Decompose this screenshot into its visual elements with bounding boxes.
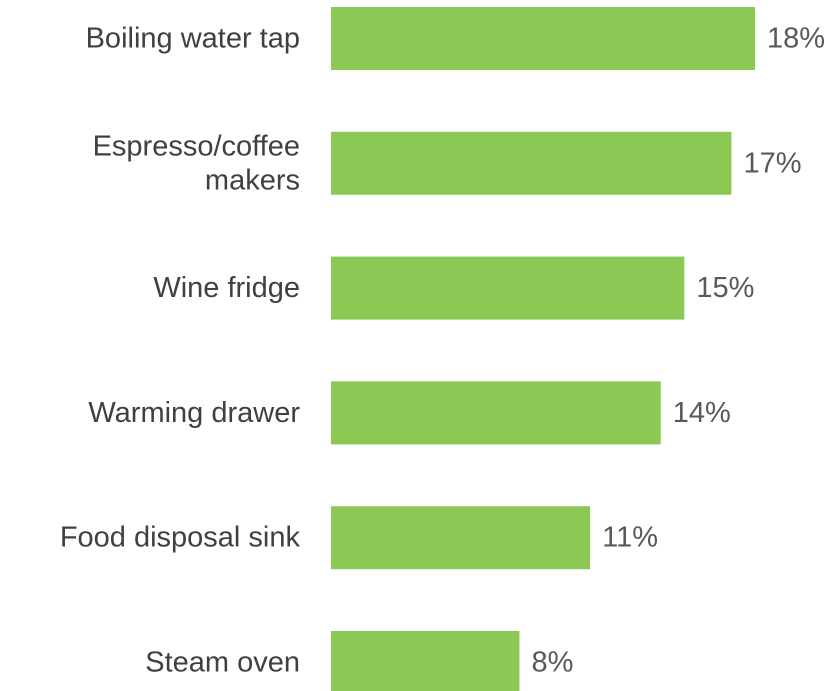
value-label: 11% xyxy=(602,522,658,554)
bar xyxy=(331,381,661,445)
bar xyxy=(331,631,520,691)
bar xyxy=(331,256,685,320)
category-label-line: Boiling water tap xyxy=(86,23,300,55)
bar xyxy=(331,506,591,570)
category-label: Boiling water tap xyxy=(86,23,300,55)
bars-group xyxy=(331,7,755,691)
category-label-line: Espresso/coffee xyxy=(93,130,300,162)
value-labels-group: 18% 17% 15% 14% 11% 8% xyxy=(531,23,825,679)
value-label: 14% xyxy=(673,397,731,429)
category-label-line: Wine fridge xyxy=(153,272,300,304)
category-labels-group: Boiling water tap Espresso/coffee makers Wi… xyxy=(60,23,301,679)
category-label: Espresso/coffee makers xyxy=(93,130,300,196)
category-label: Food disposal sink xyxy=(60,522,301,554)
category-label: Wine fridge xyxy=(153,272,300,304)
value-label: 17% xyxy=(743,147,801,179)
bar xyxy=(331,7,755,70)
value-label: 8% xyxy=(531,647,573,679)
category-label-line: Steam oven xyxy=(145,647,300,679)
category-label-line: Food disposal sink xyxy=(60,522,301,554)
category-label: Steam oven xyxy=(145,647,300,679)
category-label: Warming drawer xyxy=(88,397,300,429)
bar xyxy=(331,131,732,195)
value-label: 15% xyxy=(696,272,754,304)
category-label-line: Warming drawer xyxy=(88,397,300,429)
category-label-line: makers xyxy=(205,164,300,196)
value-label: 18% xyxy=(767,23,825,55)
